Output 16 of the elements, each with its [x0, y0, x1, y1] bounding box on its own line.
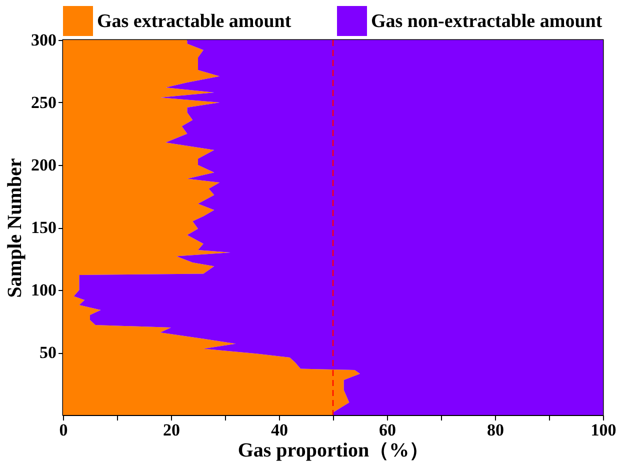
x-axis-title: Gas proportion（%） — [238, 440, 430, 462]
x-tick-label: 40 — [271, 420, 288, 440]
legend-label: Gas extractable amount — [97, 11, 292, 32]
x-tick-label: 0 — [59, 420, 68, 440]
y-tick-label: 100 — [31, 280, 56, 300]
x-tick-label: 80 — [487, 420, 504, 440]
y-tick-label: 250 — [31, 93, 56, 112]
x-tick-label: 20 — [163, 420, 180, 440]
y-tick-label: 200 — [31, 156, 56, 174]
legend-label: Gas non-extractable amount — [371, 11, 603, 32]
x-tick-label: 60 — [379, 420, 396, 440]
y-axis-title: Sample Number — [4, 158, 26, 298]
y-tick-label: 50 — [40, 343, 56, 362]
y-tick-label: 150 — [31, 218, 56, 237]
x-tick-label: 100 — [590, 420, 616, 440]
y-tick-label: 300 — [31, 30, 56, 50]
